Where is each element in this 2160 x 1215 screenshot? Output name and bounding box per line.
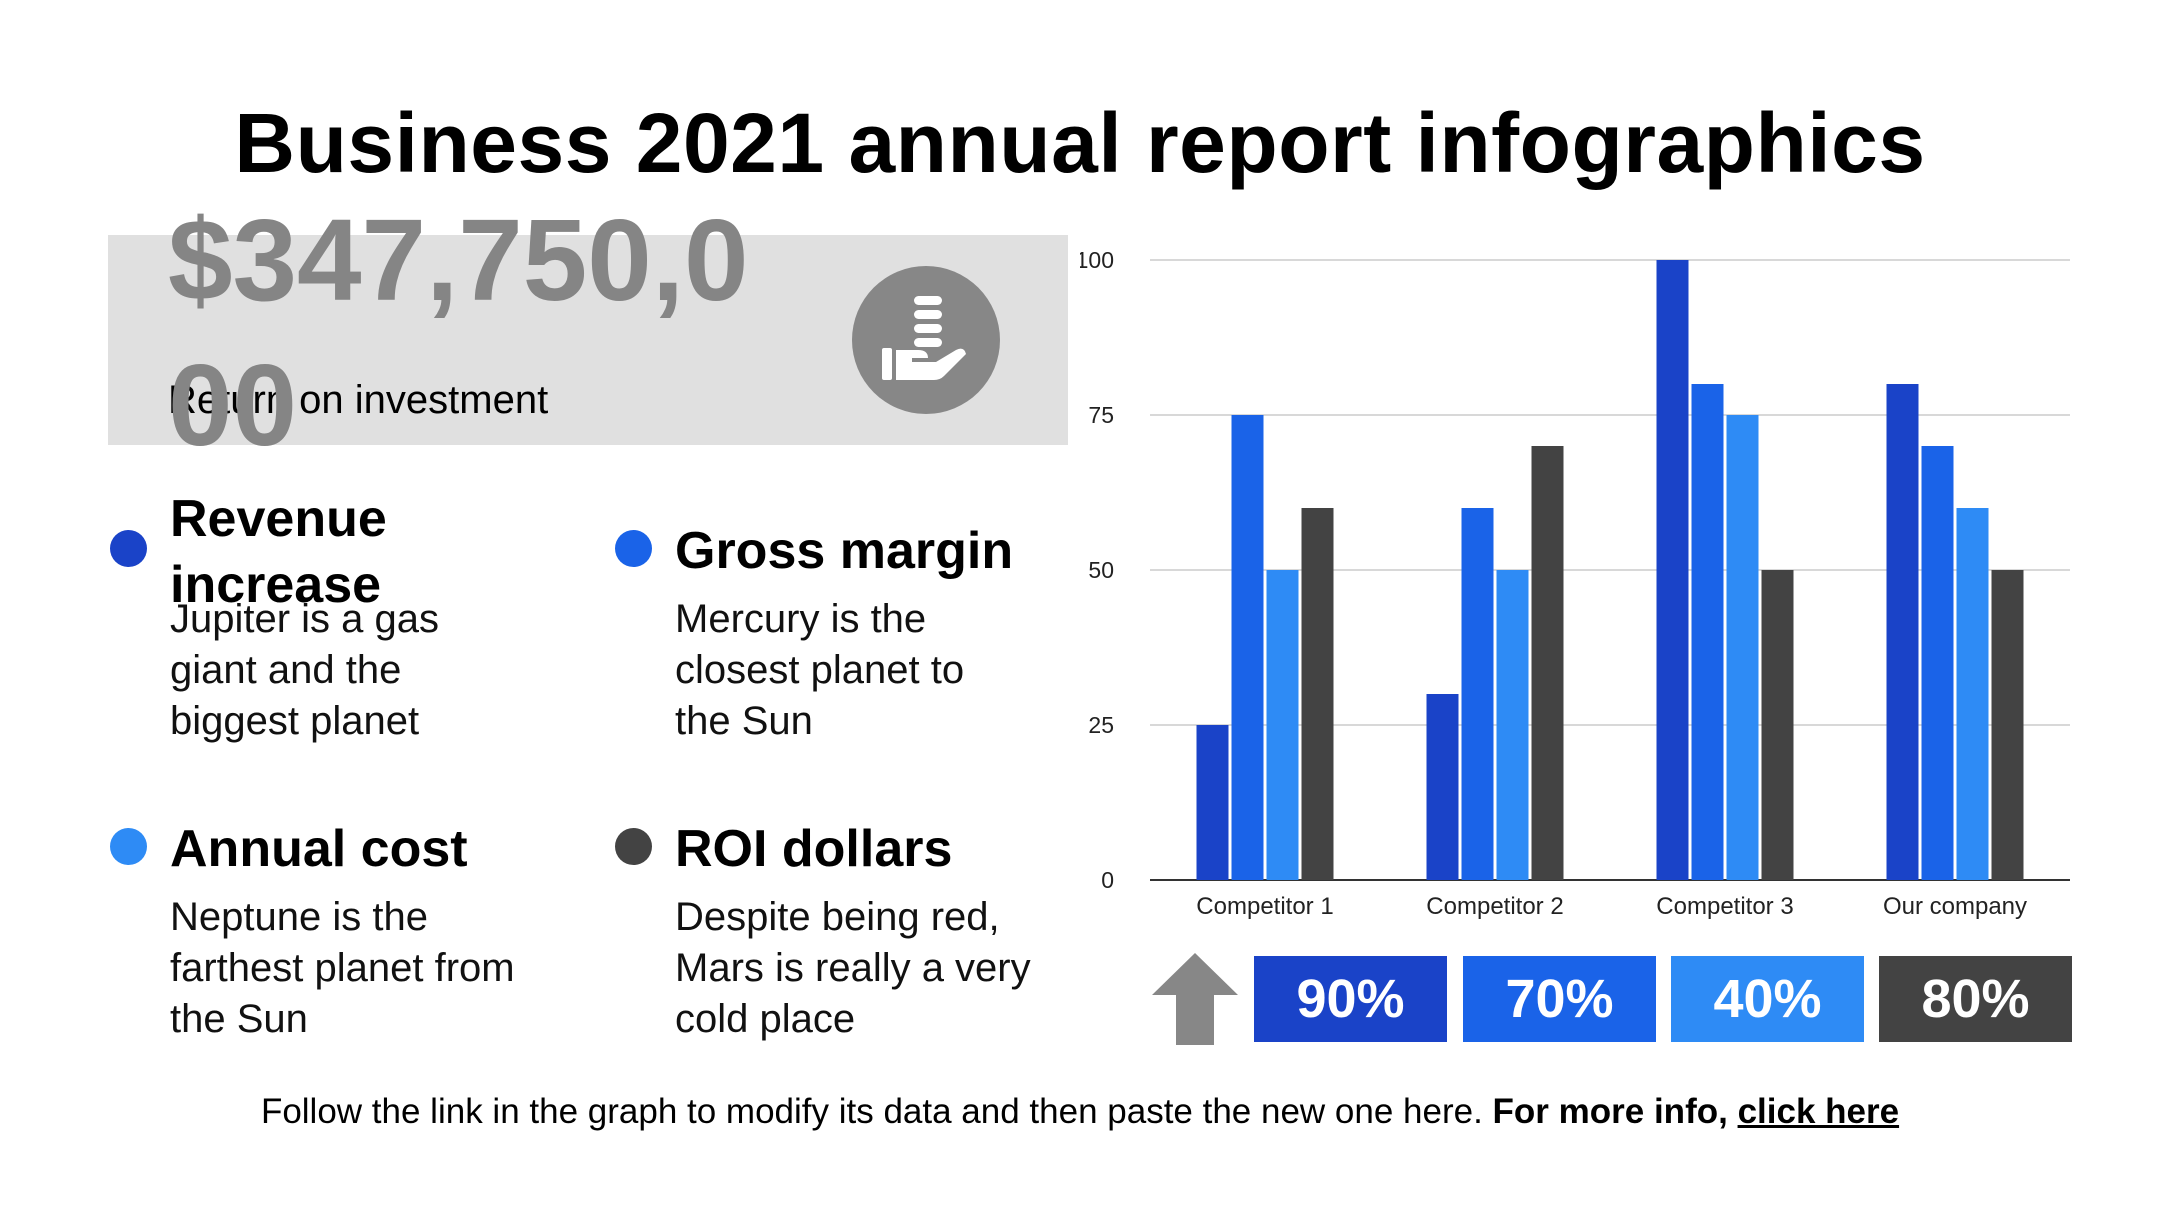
bar <box>1531 446 1564 880</box>
bar <box>1726 415 1759 880</box>
hand-coins-icon <box>852 266 1000 414</box>
bar <box>1991 570 2024 880</box>
legend-desc-annual-cost: Neptune is the farthest planet from the … <box>170 895 515 1041</box>
legend-title-gross-margin: Gross margin <box>675 522 1014 580</box>
bar <box>1761 570 1794 880</box>
y-tick-label: 0 <box>1101 867 1114 893</box>
x-tick-label: Competitor 3 <box>1656 893 1793 920</box>
roi-amount: $347,750,000 <box>168 195 749 470</box>
bar <box>1266 570 1299 880</box>
legend-desc-roi-dollars: Despite being red, Mars is really a very… <box>675 895 1031 1041</box>
legend-dot-gross-margin <box>615 530 652 567</box>
legend-title-roi-dollars: ROI dollars <box>675 820 953 878</box>
bar <box>1886 384 1919 880</box>
legend-dot-revenue <box>110 530 147 567</box>
footer-bold-text: For more info, <box>1492 1092 1728 1131</box>
roi-label: Return on investment <box>168 378 549 422</box>
bar <box>1426 694 1459 880</box>
y-tick-label: 25 <box>1088 712 1114 738</box>
footer-note: Follow the link in the graph to modify i… <box>0 1092 2160 1132</box>
percentage-box-4: 80% <box>1879 956 2072 1042</box>
legend-desc-gross-margin: Mercury is the closest planet to the Sun <box>675 597 965 743</box>
legend-desc-revenue: Jupiter is a gas giant and the biggest p… <box>170 597 440 743</box>
bar <box>1301 508 1334 880</box>
legend-dot-annual-cost <box>110 828 147 865</box>
x-tick-label: Competitor 2 <box>1426 893 1563 920</box>
percentage-box-1: 90% <box>1254 956 1447 1042</box>
bar <box>1656 260 1689 880</box>
y-tick-label: 50 <box>1088 557 1114 583</box>
bar <box>1196 725 1229 880</box>
up-arrow-icon <box>1152 953 1238 1045</box>
bar <box>1496 570 1529 880</box>
bar <box>1231 415 1264 880</box>
bar <box>1956 508 1989 880</box>
legend-dot-roi-dollars <box>615 828 652 865</box>
percentage-box-2: 70% <box>1463 956 1656 1042</box>
page-title: Business 2021 annual report infographics <box>234 96 1926 190</box>
bar-chart: 0 25 50 75 100 Competitor 1 Competitor 2 Compe… <box>1080 247 2070 920</box>
bar <box>1461 508 1494 880</box>
percentage-box-3: 40% <box>1671 956 1864 1042</box>
bar <box>1921 446 1954 880</box>
x-tick-label: Competitor 1 <box>1196 893 1333 920</box>
footer-text: Follow the link in the graph to modify i… <box>260 1092 1483 1131</box>
x-tick-label: Our company <box>1883 893 2027 920</box>
bar <box>1691 384 1724 880</box>
click-here-link[interactable]: click here <box>1737 1092 1900 1131</box>
legend-title-revenue: Revenue increase <box>170 490 387 614</box>
legend-title-annual-cost: Annual cost <box>170 820 468 878</box>
y-tick-label: 75 <box>1088 402 1114 428</box>
y-tick-label: 100 <box>1080 247 1114 273</box>
